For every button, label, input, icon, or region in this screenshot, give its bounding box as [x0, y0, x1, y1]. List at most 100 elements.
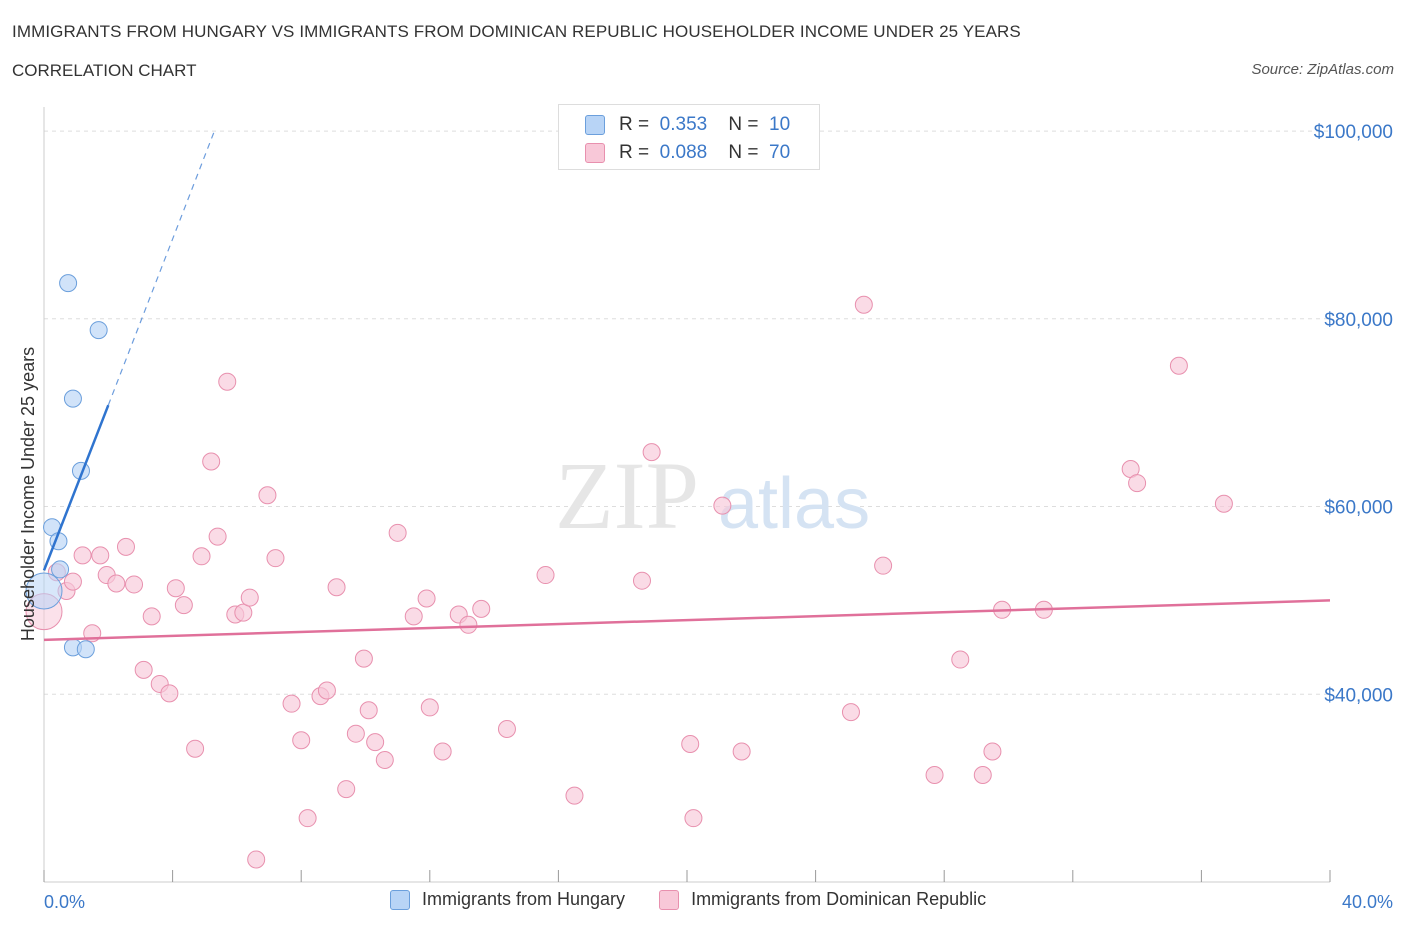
series-swatch-hungary	[390, 889, 410, 910]
y-tick-label: $60,000	[1324, 498, 1393, 519]
hungary-point	[76, 640, 95, 659]
legend-n-label: N =	[728, 114, 759, 135]
hungary-point	[59, 274, 78, 293]
dominican-point	[202, 452, 221, 471]
dominican-point	[973, 765, 992, 784]
series-legend: Immigrants from Hungary Immigrants from …	[390, 889, 1020, 910]
dominican-point	[107, 574, 126, 593]
dominican-point	[258, 486, 277, 505]
dominican-point	[292, 731, 311, 750]
dominican-point	[317, 681, 336, 700]
dominican-point	[218, 372, 237, 391]
dominican-point	[247, 850, 266, 869]
dominican-point	[841, 703, 860, 722]
dominican-point	[282, 694, 301, 713]
legend-n-value: 10	[769, 114, 791, 135]
legend-r-value: 0.353	[659, 114, 708, 135]
hungary-point	[63, 389, 82, 408]
hungary-point	[89, 321, 108, 340]
legend-swatch-hungary	[585, 115, 605, 135]
dominican-point	[565, 786, 584, 805]
dominican-point	[1128, 474, 1147, 493]
dominican-point	[186, 739, 205, 758]
dominican-point	[234, 603, 253, 622]
dominican-point	[951, 650, 970, 669]
dominican-point	[359, 701, 378, 720]
series-swatch-dominican	[659, 889, 680, 910]
dominican-point	[366, 733, 385, 752]
watermark-zip: ZIP	[555, 442, 699, 549]
series-label-dominican: Immigrants from Dominican Republic	[691, 889, 987, 909]
dominican-trend-line	[43, 599, 1331, 642]
dominican-point	[983, 742, 1002, 761]
legend-r-label: R =	[619, 142, 650, 163]
dominican-point	[497, 720, 516, 738]
dominican-point	[472, 599, 491, 618]
correlation-legend: R = 0.353 N = 10 R = 0.088 N = 70	[558, 104, 820, 170]
legend-n-label: N =	[728, 142, 759, 163]
hungary-point	[51, 560, 70, 579]
dominican-point	[240, 588, 259, 607]
legend-row-hungary: R = 0.353 N = 10	[585, 113, 790, 137]
y-tick-label: $100,000	[1314, 122, 1393, 143]
chart-subtitle: CORRELATION CHART	[12, 61, 197, 80]
dominican-point	[134, 660, 153, 679]
dominican-point	[142, 607, 161, 626]
legend-n-value: 70	[769, 142, 791, 163]
dominican-point	[925, 765, 944, 784]
dominican-points	[25, 295, 1233, 869]
dominican-point	[404, 607, 423, 626]
dominican-point	[874, 556, 893, 575]
legend-r-label: R =	[619, 114, 650, 135]
x-tick-max: 40.0%	[1342, 892, 1393, 912]
dominican-point	[433, 742, 452, 761]
dominican-point	[732, 742, 751, 761]
dominican-point	[713, 496, 732, 515]
dominican-point	[166, 579, 185, 598]
dominican-point	[536, 566, 555, 585]
axes	[43, 107, 1331, 883]
dominican-point	[91, 546, 110, 565]
dominican-point	[854, 295, 873, 314]
legend-swatch-dominican	[585, 143, 605, 163]
dominican-point	[459, 615, 478, 634]
chart-title: IMMIGRANTS FROM HUNGARY VS IMMIGRANTS FR…	[12, 22, 1021, 41]
legend-r-value: 0.088	[659, 142, 708, 163]
dominican-point	[174, 596, 193, 615]
dominican-point	[354, 649, 373, 668]
dominican-point	[125, 575, 144, 594]
y-tick-label: $80,000	[1324, 310, 1393, 331]
dominican-point	[375, 750, 394, 769]
dominican-point	[73, 546, 92, 565]
dominican-point	[420, 698, 439, 717]
watermark-atlas: atlas	[718, 464, 870, 544]
dominican-point	[63, 572, 82, 591]
hungary-point	[25, 572, 63, 610]
dominican-point	[632, 571, 651, 590]
dominican-point	[337, 780, 356, 799]
dominican-point	[1214, 494, 1233, 513]
y-tick-label: $40,000	[1324, 685, 1393, 706]
y-axis-title: Householder Income Under 25 years	[18, 347, 38, 641]
dominican-point	[681, 735, 700, 754]
dominican-point	[160, 684, 179, 703]
dominican-point	[642, 443, 661, 462]
dominican-point	[684, 809, 703, 828]
series-legend-dominican[interactable]: Immigrants from Dominican Republic	[659, 889, 986, 910]
dominican-point	[192, 547, 211, 566]
dominican-point	[116, 537, 135, 556]
dominican-point	[208, 527, 227, 546]
hungary-trend-line	[42, 404, 110, 571]
x-tick-min: 0.0%	[44, 892, 85, 912]
dominican-point	[388, 523, 407, 542]
dominican-point	[1169, 356, 1188, 375]
series-legend-hungary[interactable]: Immigrants from Hungary	[390, 889, 625, 910]
source-label: Source: ZipAtlas.com	[1251, 61, 1394, 78]
dominican-point	[266, 549, 285, 568]
dominican-point	[346, 724, 365, 743]
trend-lines	[42, 130, 1331, 642]
hungary-trend-extension	[107, 130, 215, 406]
watermark: ZIP atlas	[555, 442, 870, 549]
series-label-hungary: Immigrants from Hungary	[422, 889, 626, 909]
dominican-point	[327, 578, 346, 597]
